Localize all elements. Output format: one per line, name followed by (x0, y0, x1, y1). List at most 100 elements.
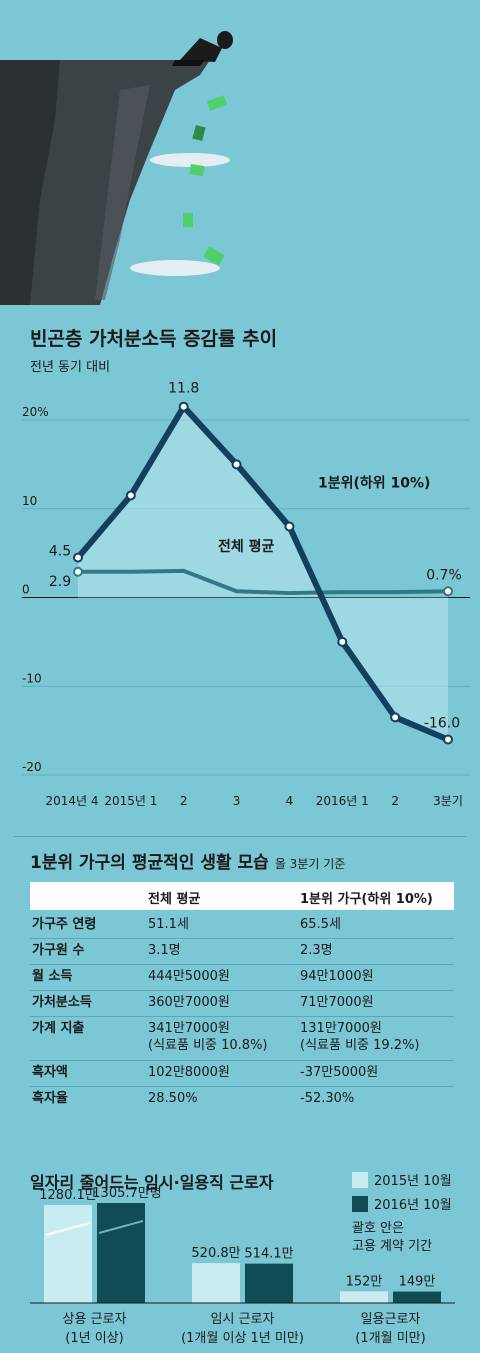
table-row: 흑자율 28.50% -52.30% (30, 1086, 454, 1112)
row-label: 가구원 수 (32, 943, 85, 958)
table-subtitle: 올 3분기 기준 (274, 857, 346, 871)
legend-note: 괄호 안은 (352, 1221, 404, 1236)
series-line-average (78, 568, 449, 596)
row-label: 월 소득 (32, 969, 73, 984)
data-point (73, 552, 83, 563)
series-name-average: 전체 평균 (218, 538, 275, 555)
category-note: (1년 이상) (65, 1331, 123, 1346)
data-label: 4.5 (49, 544, 71, 560)
bar (340, 1291, 388, 1303)
row-value-bottom: 94만1000원 (300, 969, 374, 984)
axis-break-mark (45, 1221, 91, 1236)
bar (393, 1291, 441, 1303)
x-tick-label: 2 (391, 794, 399, 808)
data-point (443, 734, 453, 745)
table-title: 1분위 가구의 평균적인 생활 모습 올 3분기 기준 (30, 848, 345, 873)
data-point (73, 566, 83, 577)
data-label: 11.8 (168, 381, 199, 397)
row-value-average: 3.1명 (148, 943, 181, 958)
table-row: 가구주 연령 51.1세 65.5세 (30, 912, 454, 939)
data-label: 0.7% (426, 567, 462, 583)
x-tick-label: 2014년 4 (45, 794, 98, 808)
person-icon (172, 31, 233, 66)
legend-note: 고용 계약 기간 (352, 1239, 432, 1254)
table-row: 가구원 수 3.1명 2.3명 (30, 938, 454, 965)
bar-value-label: 1280.1만 (39, 1188, 96, 1203)
category-label: 상용 근로자 (63, 1312, 127, 1327)
series-line-bottom-decile (75, 403, 450, 743)
row-label: 흑자율 (32, 1091, 68, 1106)
header-all-average: 전체 평균 (148, 892, 201, 907)
row-note-bottom: (식료품 비중 19.2%) (300, 1038, 420, 1053)
row-value-average: 102만8000원 (148, 1065, 230, 1080)
row-value-bottom: 2.3명 (300, 943, 333, 958)
row-value-average: 341만7000원 (148, 1021, 230, 1036)
x-tick-label: 4 (286, 794, 294, 808)
table-title-text: 1분위 가구의 평균적인 생활 모습 (30, 853, 269, 873)
row-label: 흑자액 (32, 1065, 68, 1080)
row-value-average: 51.1세 (148, 917, 189, 932)
bar-chart-title: 일자리 줄어드는 임시·일용직 근로자 (30, 1173, 274, 1192)
row-value-bottom: -52.30% (300, 1091, 355, 1106)
row-value-bottom: 65.5세 (300, 917, 341, 932)
y-tick-label: -10 (22, 671, 42, 685)
row-note-average: (식료품 비중 10.8%) (148, 1038, 268, 1053)
bar (245, 1263, 293, 1303)
row-value-bottom: -37만5000원 (300, 1065, 379, 1080)
chart-subtitle: 전년 동기 대비 (30, 360, 110, 375)
data-point (390, 712, 401, 723)
table-row: 가처분소득 360만7000원 71만7000원 (30, 990, 454, 1017)
legend-label: 2015년 10월 (374, 1174, 452, 1189)
income-change-line-chart: 빈곤층 가처분소득 증감률 추이 전년 동기 대비 4.5 11.8 -16.0 2.… (22, 328, 470, 808)
row-value-average: 28.50% (148, 1091, 198, 1106)
data-point (231, 459, 242, 470)
row-value-bottom: 71만7000원 (300, 995, 374, 1010)
data-label: 2.9 (49, 574, 71, 590)
data-point (178, 401, 189, 412)
table-header: 전체 평균 1분위 가구(하위 10%) (30, 882, 454, 910)
data-label: -16.0 (424, 716, 460, 732)
row-label: 가처분소득 (32, 995, 92, 1010)
x-tick-label: 2 (180, 794, 188, 808)
chart-title: 빈곤층 가처분소득 증감률 추이 (30, 328, 277, 350)
data-point (337, 636, 348, 647)
axis-break-mark (98, 1220, 144, 1234)
falling-money-icon (183, 95, 228, 266)
x-tick-label: 2015년 1 (104, 794, 157, 808)
bar (192, 1263, 240, 1303)
table-row: 월 소득 444만5000원 94만1000원 (30, 964, 454, 991)
legend-label: 2016년 10월 (374, 1198, 452, 1213)
bar-value-label: 1305.7만명 (92, 1186, 161, 1201)
bar-value-label: 152만 (346, 1274, 383, 1289)
y-tick-label: 20% (22, 405, 49, 419)
y-tick-label: -20 (22, 760, 42, 774)
x-tick-label: 3 (233, 794, 241, 808)
y-tick-label: 10 (22, 494, 37, 508)
row-label: 가구주 연령 (32, 917, 97, 932)
x-tick-label: 2016년 1 (316, 794, 369, 808)
row-label: 가계 지출 (32, 1021, 85, 1036)
series-name-bottom-decile: 1분위(하위 10%) (318, 474, 430, 491)
legend-swatch (352, 1196, 368, 1212)
legend-swatch (352, 1172, 368, 1188)
cliff-illustration (0, 0, 480, 305)
y-tick-label: 0 (22, 583, 30, 597)
data-point (443, 586, 453, 597)
row-value-bottom: 131만7000원 (300, 1021, 382, 1036)
category-label: 임시 근로자 (211, 1312, 275, 1327)
bar-value-label: 149만 (399, 1275, 436, 1290)
workers-bar-chart: 일자리 줄어드는 임시·일용직 근로자 2015년 10월 2016년 10월괄호… (30, 1172, 455, 1346)
data-point (125, 490, 136, 501)
row-value-average: 360만7000원 (148, 995, 230, 1010)
table-row: 흑자액 102만8000원 -37만5000원 (30, 1060, 454, 1087)
category-note: (1개월 미만) (355, 1331, 425, 1346)
row-value-average: 444만5000원 (148, 969, 230, 984)
header-bottom-decile: 1분위 가구(하위 10%) (300, 892, 433, 907)
table-row: 가계 지출 341만7000원 (식료품 비중 10.8%) 131만7000원… (30, 1016, 454, 1061)
category-note: (1개월 이상 1년 미만) (181, 1331, 304, 1346)
data-point (284, 521, 295, 532)
bar (44, 1204, 92, 1303)
bar (97, 1203, 145, 1303)
bar-value-label: 514.1만 (244, 1247, 293, 1262)
x-tick-label: 3분기 (433, 794, 463, 808)
